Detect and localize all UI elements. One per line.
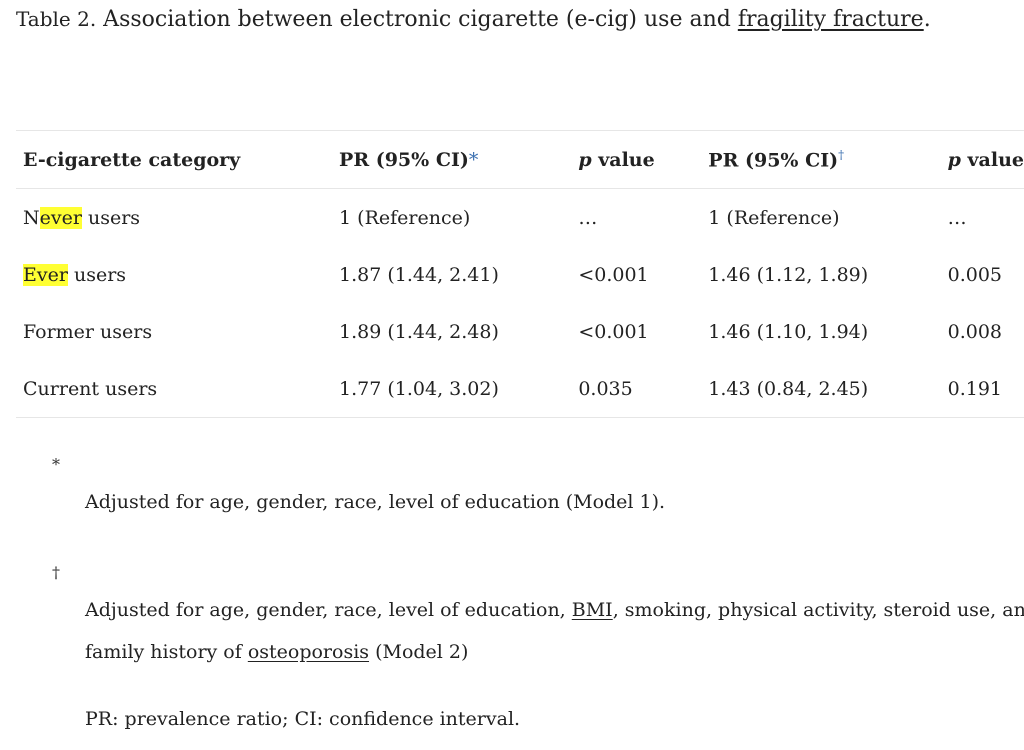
cell-pr1: 1.89 (1.44, 2.48) [339, 320, 499, 343]
cell-p1: <0.001 [578, 263, 649, 286]
table-header-row: E-cigarette category PR (95% CI)* p valu… [16, 130, 1024, 189]
cell-pr2: 1 (Reference) [708, 206, 840, 229]
cell-p2: 0.008 [947, 320, 1003, 343]
header-pr-model2: PR (95% CI)† [701, 130, 941, 189]
cell-p1: … [578, 206, 598, 229]
footnote-model1-text: Adjusted for age, gender, race, level of… [85, 491, 666, 513]
footnote-star-symbol: * [52, 455, 60, 474]
footnote-model2-text: Adjusted for age, gender, race, level of… [85, 599, 1024, 663]
caption-label: Table 2. [16, 7, 97, 31]
header-pr-model1: PR (95% CI)* [332, 130, 572, 189]
table-caption: Table 2. Association between electronic … [16, 4, 931, 35]
osteoporosis-link[interactable]: osteoporosis [247, 641, 370, 663]
header-p-model1: p value [571, 130, 702, 189]
cell-pr2: 1.46 (1.12, 1.89) [708, 263, 869, 286]
cell-pr1: 1.87 (1.44, 2.41) [339, 263, 499, 286]
cell-category: Former users [23, 320, 153, 343]
footnote-star-link[interactable]: * [468, 148, 479, 171]
table-row: Current users 1.77 (1.04, 3.02) 0.035 1.… [16, 360, 1024, 418]
table-row: Former users 1.89 (1.44, 2.48) <0.001 1.… [16, 303, 1024, 360]
footnote-dagger-link[interactable]: † [838, 147, 845, 162]
cell-p2: … [947, 206, 967, 229]
abbreviations-note: PR: prevalence ratio; CI: confidence int… [85, 708, 521, 730]
fragility-fracture-link[interactable]: fragility fracture [737, 7, 924, 32]
cell-p1: 0.035 [571, 360, 702, 418]
results-table: E-cigarette category PR (95% CI)* p valu… [16, 130, 1024, 418]
caption-text: Association between electronic cigarette… [96, 7, 738, 32]
cell-p2: 0.191 [940, 360, 1024, 418]
cell-p1: <0.001 [578, 320, 649, 343]
cell-pr2: 1.46 (1.10, 1.94) [708, 320, 869, 343]
table-row: Never users 1 (Reference) … 1 (Reference… [16, 189, 1024, 247]
caption-end: . [923, 7, 931, 32]
cell-pr1: 1 (Reference) [339, 206, 471, 229]
cell-pr1: 1.77 (1.04, 3.02) [332, 360, 572, 418]
table-row: Ever users 1.87 (1.44, 2.41) <0.001 1.46… [16, 246, 1024, 303]
cell-category: Never users [23, 206, 141, 229]
cell-category: Ever users [23, 263, 127, 286]
cell-category: Current users [16, 360, 333, 418]
search-highlight: ever [39, 206, 82, 229]
search-highlight: Ever [23, 263, 68, 286]
cell-pr2: 1.43 (0.84, 2.45) [701, 360, 941, 418]
footnote-dagger-symbol: † [52, 563, 60, 582]
header-category: E-cigarette category [16, 130, 333, 189]
bmi-link[interactable]: BMI [571, 599, 613, 621]
header-p-model2: p value [940, 130, 1024, 189]
cell-p2: 0.005 [947, 263, 1003, 286]
